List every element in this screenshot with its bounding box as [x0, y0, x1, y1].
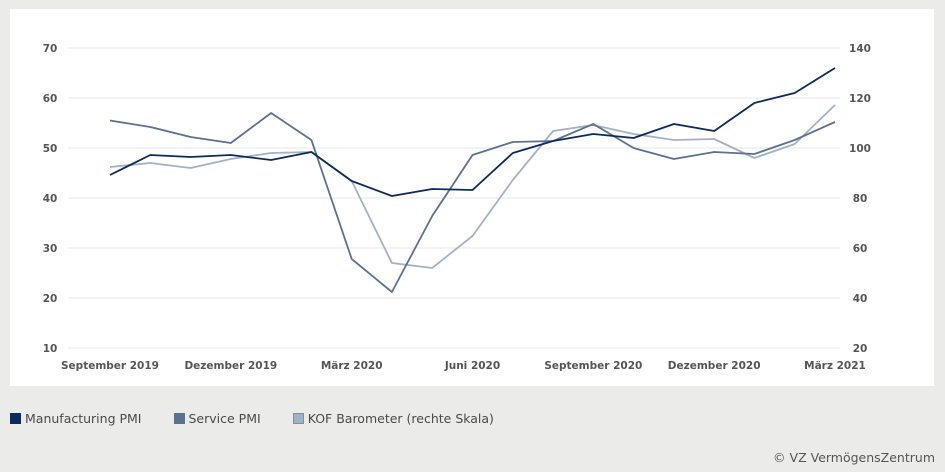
x-tick-label: September 2020 [544, 360, 642, 372]
y-tick-left: 50 [43, 143, 58, 155]
y-tick-left: 30 [43, 243, 58, 255]
legend-label: Manufacturing PMI [25, 411, 142, 426]
y-tick-left: 70 [43, 43, 58, 55]
y-tick-left: 10 [43, 343, 58, 355]
legend-swatch-manufacturing [10, 413, 21, 424]
x-tick-label: Juni 2020 [444, 360, 500, 372]
y-tick-right: 40 [853, 293, 868, 305]
y-tick-right: 140 [849, 43, 871, 55]
legend: Manufacturing PMI Service PMI KOF Barome… [10, 411, 526, 426]
x-tick-label: März 2021 [804, 360, 866, 372]
y-tick-right: 100 [849, 143, 871, 155]
y-tick-right: 80 [853, 193, 868, 205]
legend-item-service: Service PMI [173, 411, 261, 426]
legend-label: Service PMI [188, 411, 261, 426]
legend-swatch-service [173, 413, 185, 424]
line-chart: 70 60 50 40 30 20 10 140 120 100 80 60 40 20 September… [43, 43, 871, 372]
x-tick-label: Dezember 2019 [184, 360, 277, 372]
series-line-kof-barometer-rechte-skala [109, 104, 836, 269]
y-tick-left: 60 [43, 93, 58, 105]
y-tick-right: 120 [849, 93, 871, 105]
y-tick-right: 60 [853, 243, 868, 255]
series-line-service-pmi [109, 112, 836, 293]
x-tick-label: März 2020 [321, 360, 383, 372]
chart-panel: 70 60 50 40 30 20 10 140 120 100 80 60 40 20 September… [10, 9, 934, 386]
legend-swatch-kof [292, 413, 304, 424]
y-tick-left: 20 [43, 293, 58, 305]
y-tick-right: 20 [853, 343, 868, 355]
y-tick-left: 40 [43, 193, 58, 205]
series-line-manufacturing-pmi [109, 67, 836, 197]
x-tick-label: Dezember 2020 [668, 360, 761, 372]
x-tick-label: September 2019 [61, 360, 159, 372]
legend-item-manufacturing: Manufacturing PMI [10, 411, 142, 426]
legend-label: KOF Barometer (rechte Skala) [307, 411, 494, 426]
legend-item-kof: KOF Barometer (rechte Skala) [292, 411, 494, 426]
copyright-credit: © VZ VermögensZentrum [773, 450, 935, 465]
